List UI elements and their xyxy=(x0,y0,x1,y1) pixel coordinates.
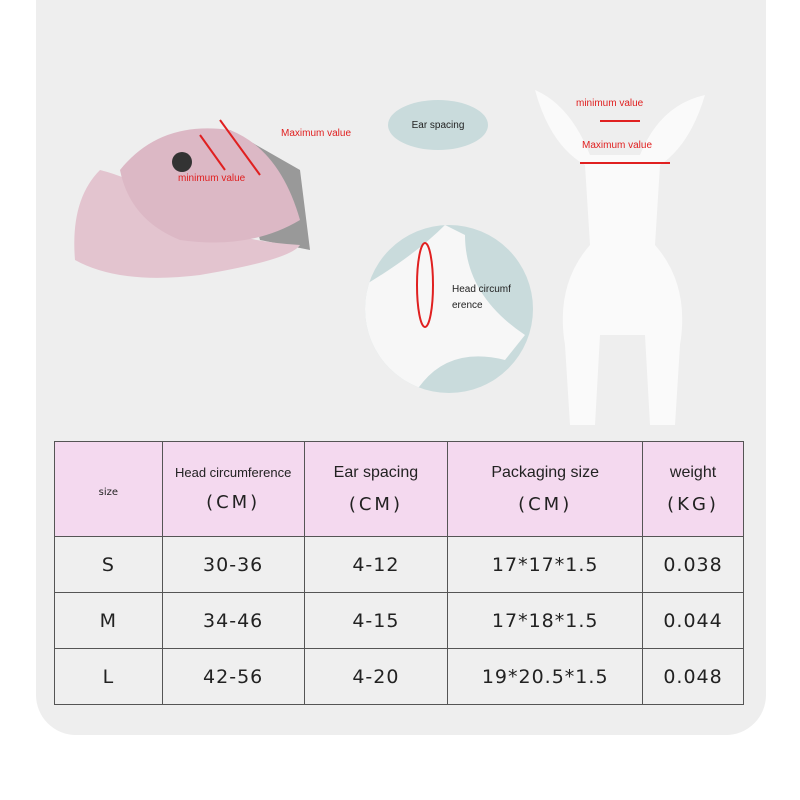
cell-ear-spacing: 4-15 xyxy=(303,592,449,649)
cell-head-circumference: 30-36 xyxy=(161,536,305,593)
cell-packaging-size: 17*18*1.5 xyxy=(447,592,644,649)
dog-mannequin-image xyxy=(535,90,705,425)
cell-packaging-size: 17*17*1.5 xyxy=(447,536,644,593)
table-row: S 30-36 4-12 17*17*1.5 0.038 xyxy=(54,536,744,593)
cap-minimum-value-label: minimum value xyxy=(178,173,246,184)
header-head-circumference: Head circumference (CM) xyxy=(161,441,305,537)
cell-ear-spacing: 4-12 xyxy=(303,536,449,593)
pink-cap-image xyxy=(74,119,310,278)
cell-packaging-size: 19*20.5*1.5 xyxy=(447,648,644,705)
cell-head-circumference: 42-56 xyxy=(161,648,305,705)
cell-size: M xyxy=(54,592,163,649)
dog-maximum-value-label: Maximum value xyxy=(582,140,653,151)
cell-weight: 0.044 xyxy=(642,592,744,649)
cap-maximum-value-label: Maximum value xyxy=(281,128,352,139)
cell-head-circumference: 34-46 xyxy=(161,592,305,649)
table-row: M 34-46 4-15 17*18*1.5 0.044 xyxy=(54,592,744,649)
header-weight: weight (KG) xyxy=(642,441,744,537)
head-circumference-image xyxy=(365,225,533,393)
size-chart-table: size Head circumference (CM) Ear spacing(… xyxy=(54,441,744,705)
header-size: size xyxy=(54,441,163,537)
header-ear-spacing: Ear spacing (CM) xyxy=(303,441,449,537)
cell-ear-spacing: 4-20 xyxy=(303,648,449,705)
header-packaging-size: Packaging size (CM) xyxy=(447,441,644,537)
head-circumference-label-1: Head circumf xyxy=(452,284,511,295)
ear-spacing-bubble: Ear spacing xyxy=(388,100,488,150)
ear-spacing-label: Ear spacing xyxy=(411,119,465,131)
table-header-row: size Head circumference (CM) Ear spacing(… xyxy=(54,441,744,537)
head-circumference-label-2: erence xyxy=(452,300,483,311)
cell-size: L xyxy=(54,648,163,705)
cell-weight: 0.048 xyxy=(642,648,744,705)
cell-size: S xyxy=(54,536,163,593)
cell-weight: 0.038 xyxy=(642,536,744,593)
table-row: L 42-56 4-20 19*20.5*1.5 0.048 xyxy=(54,648,744,705)
dog-minimum-value-label: minimum value xyxy=(576,98,644,109)
